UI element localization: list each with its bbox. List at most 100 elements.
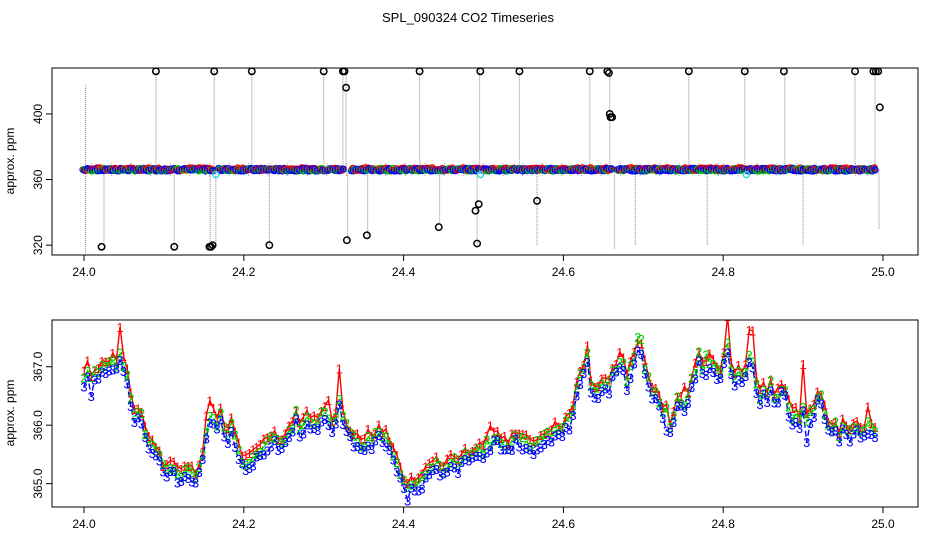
- series-2-marker: 2: [490, 431, 497, 446]
- series-2-marker: 2: [623, 374, 630, 389]
- series-1-marker: 1: [871, 420, 878, 435]
- series-1-marker: 1: [203, 409, 210, 424]
- series-2-marker: 2: [602, 378, 609, 393]
- top-x-tick-label: 24.8: [712, 265, 736, 279]
- series-2-marker: 2: [185, 460, 192, 475]
- series-1-marker: 1: [526, 432, 533, 447]
- series-3-marker: 3: [789, 418, 796, 433]
- series-2-marker: 2: [91, 363, 98, 378]
- series-1-marker: 1: [469, 444, 476, 459]
- series-3-marker: 3: [573, 388, 580, 403]
- series-1-marker: 1: [656, 388, 663, 403]
- series-2-marker: 2: [652, 385, 659, 400]
- series-1-marker: 1: [713, 360, 720, 375]
- series-2-marker: 2: [771, 390, 778, 405]
- series-1-line: [83, 320, 876, 484]
- series-1-marker: 1: [325, 393, 332, 408]
- series-1-marker: 1: [645, 369, 652, 384]
- series-3-marker: 3: [681, 404, 688, 419]
- series-1-marker: 1: [267, 428, 274, 443]
- top-x-tick-label: 24.2: [232, 265, 256, 279]
- bottom-x-axis: 24.0 24.2 24.4 24.6 24.8 25.0: [72, 507, 895, 531]
- series-1-marker: 1: [271, 424, 278, 439]
- series-2-marker: 2: [120, 359, 127, 374]
- series-1-marker: 1: [278, 432, 285, 447]
- series-2-marker: 2: [167, 461, 174, 476]
- series-1-marker: 1: [843, 418, 850, 433]
- series-1-marker: 1: [181, 459, 188, 474]
- series-2-marker: 2: [702, 348, 709, 363]
- series-1-marker: 1: [444, 452, 451, 467]
- series-2-marker: 2: [472, 443, 479, 458]
- series-1-marker: 1: [224, 421, 231, 436]
- series-1-marker: 1: [785, 392, 792, 407]
- series-2-marker: 2: [282, 433, 289, 448]
- series-3-marker: 3: [605, 386, 612, 401]
- series-3-marker: 3: [275, 443, 282, 458]
- series-2-marker: 2: [821, 407, 828, 422]
- series-2-marker: 2: [321, 404, 328, 419]
- series-3-marker: 3: [666, 425, 673, 440]
- series-3-marker: 3: [328, 425, 335, 440]
- series-3-marker: 3: [764, 395, 771, 410]
- series-3-marker: 3: [361, 443, 368, 458]
- series-2-line: [83, 335, 876, 489]
- series-1-marker: 1: [782, 381, 789, 396]
- series-1-marker: 1: [555, 419, 562, 434]
- series-1-marker: 1: [731, 366, 738, 381]
- series-2-marker: 2: [674, 390, 681, 405]
- series-1-marker: 1: [674, 390, 681, 405]
- series-3-marker: 3: [645, 380, 652, 395]
- series-3-marker: 3: [799, 403, 806, 418]
- series-1-marker: 1: [710, 352, 717, 367]
- series-3-marker: 3: [106, 364, 113, 379]
- series-3-marker: 3: [210, 416, 217, 431]
- series-1-marker: 1: [476, 436, 483, 451]
- series-2-marker: 2: [609, 364, 616, 379]
- series-3-marker: 3: [738, 375, 745, 390]
- series-1-marker: 1: [368, 429, 375, 444]
- series-3-marker: 3: [368, 442, 375, 457]
- series-2-marker: 2: [253, 447, 260, 462]
- series-2-marker: 2: [213, 419, 220, 434]
- series-2-marker: 2: [84, 364, 91, 379]
- series-3-marker: 3: [469, 451, 476, 466]
- series-2-marker: 2: [149, 438, 156, 453]
- series-2-marker: 2: [832, 415, 839, 430]
- series-3-marker: 3: [512, 432, 519, 447]
- series-3-marker: 3: [95, 372, 102, 387]
- series-2-marker: 2: [785, 400, 792, 415]
- series-2-marker: 2: [102, 359, 109, 374]
- series-1-marker: 1: [573, 375, 580, 390]
- series-2-marker: 2: [300, 417, 307, 432]
- series-2-marker: 2: [803, 414, 810, 429]
- series-1-marker: 1: [213, 411, 220, 426]
- series-2-marker: 2: [681, 398, 688, 413]
- series-2-marker: 2: [627, 358, 634, 373]
- series-3-marker: 3: [616, 360, 623, 375]
- series-2-marker: 2: [339, 408, 346, 423]
- series-1-marker: 1: [185, 459, 192, 474]
- bottom-y-axis: 365.0 366.0 367.0: [31, 351, 52, 499]
- series-2-marker: 2: [864, 414, 871, 429]
- series-3-marker: 3: [332, 417, 339, 432]
- series-1-marker: 1: [677, 389, 684, 404]
- series-3-marker: 3: [749, 361, 756, 376]
- series-1-marker: 1: [195, 457, 202, 472]
- series-1-marker: 1: [400, 473, 407, 488]
- series-2-marker: 2: [469, 446, 476, 461]
- series-3-marker: 3: [835, 435, 842, 450]
- series-2-marker: 2: [530, 439, 537, 454]
- top-y-axis: 320 360 400: [31, 104, 52, 255]
- series-1-marker: 1: [465, 447, 472, 462]
- series-3-marker: 3: [566, 422, 573, 437]
- series-1-marker: 1: [260, 431, 267, 446]
- series-3-marker: 3: [235, 452, 242, 467]
- series-2-marker: 2: [195, 460, 202, 475]
- series-3-marker: 3: [142, 430, 149, 445]
- series-2-marker: 2: [688, 371, 695, 386]
- series-3-marker: 3: [145, 441, 152, 456]
- series-2-marker: 2: [296, 422, 303, 437]
- series-2-marker: 2: [354, 435, 361, 450]
- series-1-marker: 1: [778, 377, 785, 392]
